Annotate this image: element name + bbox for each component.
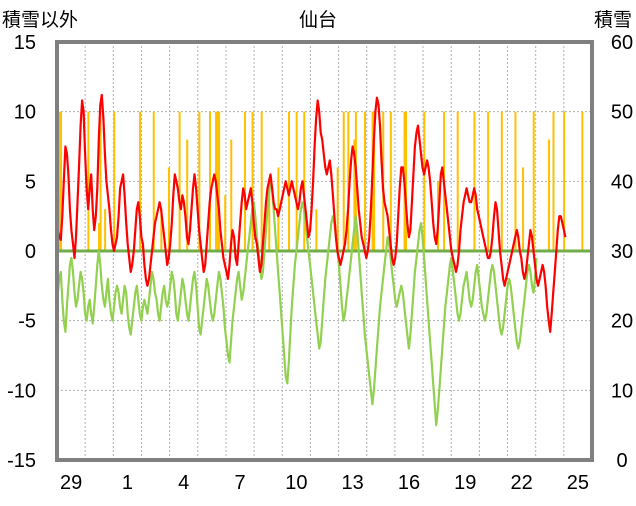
left-tick-label: -5 bbox=[18, 311, 36, 333]
right-tick-labels: 60 50 40 30 20 10 0 bbox=[611, 32, 633, 472]
precipitation-bar bbox=[160, 209, 163, 251]
precipitation-bar bbox=[87, 111, 90, 252]
left-axis-label: 積雪以外 bbox=[2, 9, 78, 31]
precipitation-bar bbox=[405, 111, 408, 252]
left-tick-label: -15 bbox=[7, 450, 36, 472]
precipitation-bar bbox=[260, 111, 263, 252]
precipitation-bar bbox=[522, 167, 525, 251]
left-tick-label: 15 bbox=[14, 32, 36, 54]
max-temp-line bbox=[56, 93, 567, 333]
left-tick-label: 5 bbox=[25, 171, 36, 193]
precipitation-bar bbox=[216, 111, 219, 252]
precipitation-bar bbox=[473, 111, 476, 252]
precipitation-bar bbox=[224, 195, 227, 251]
precipitation-bar bbox=[167, 167, 170, 251]
precipitation-bar bbox=[113, 111, 116, 252]
precipitation-bar bbox=[218, 111, 221, 252]
precipitation-bar bbox=[243, 111, 246, 252]
precipitation-bar bbox=[277, 167, 280, 251]
plot-frame bbox=[55, 40, 594, 462]
precipitation-bar bbox=[552, 111, 555, 252]
right-tick-label: 0 bbox=[616, 450, 627, 472]
precipitation-bar bbox=[60, 111, 63, 252]
chart-title: 仙台 bbox=[299, 9, 337, 31]
x-tick-label: 19 bbox=[454, 472, 476, 494]
x-tick-label: 1 bbox=[122, 472, 133, 494]
precipitation-bar bbox=[532, 111, 535, 252]
right-tick-label: 20 bbox=[611, 311, 633, 333]
precipitation-bar bbox=[373, 111, 376, 252]
precipitation-bar bbox=[547, 139, 550, 251]
precipitation-bar bbox=[364, 111, 367, 252]
right-tick-label: 40 bbox=[611, 171, 633, 193]
right-tick-label: 10 bbox=[611, 380, 633, 402]
x-tick-label: 29 bbox=[60, 472, 82, 494]
precipitation-bar bbox=[315, 209, 318, 251]
precipitation-bar bbox=[514, 111, 517, 252]
precipitation-bar bbox=[336, 167, 339, 251]
right-tick-label: 30 bbox=[611, 241, 633, 263]
right-tick-label: 50 bbox=[611, 102, 633, 124]
precipitation-bar bbox=[389, 111, 392, 252]
precipitation-bar bbox=[99, 111, 102, 252]
left-tick-label: 10 bbox=[14, 102, 36, 124]
x-tick-labels: 29 1 4 7 10 13 16 19 22 25 bbox=[60, 472, 589, 494]
x-tick-label: 13 bbox=[342, 472, 364, 494]
precipitation-bar bbox=[186, 139, 189, 251]
precipitation-bar bbox=[208, 111, 211, 252]
precipitation-bar bbox=[303, 111, 306, 252]
precipitation-bar bbox=[342, 111, 345, 252]
precipitation-bar bbox=[251, 111, 254, 252]
right-axis-label: 積雪 bbox=[594, 9, 632, 31]
precipitation-bar bbox=[268, 195, 271, 251]
left-tick-label: 0 bbox=[25, 241, 36, 263]
plot-frame-layer bbox=[55, 40, 594, 462]
left-tick-labels: 15 10 5 0 -5 -10 -15 bbox=[7, 32, 36, 472]
precipitation-bar bbox=[288, 111, 291, 252]
x-tick-label: 10 bbox=[285, 472, 307, 494]
precipitation-bar bbox=[295, 111, 298, 252]
precipitation-bar bbox=[563, 111, 566, 252]
precipitation-bar bbox=[347, 111, 350, 252]
precipitation-bar bbox=[58, 111, 61, 252]
precipitation-bar bbox=[139, 111, 142, 252]
precipitation-bar bbox=[487, 111, 490, 252]
precipitation-bar bbox=[198, 111, 201, 252]
min-temp-line bbox=[56, 180, 538, 427]
precipitation-bar bbox=[500, 111, 503, 252]
x-tick-label: 16 bbox=[398, 472, 420, 494]
precipitation-bar bbox=[178, 111, 181, 252]
precipitation-bar bbox=[152, 111, 155, 252]
right-tick-label: 60 bbox=[611, 32, 633, 54]
precipitation-bar bbox=[230, 139, 233, 251]
precipitation-bar bbox=[104, 209, 107, 251]
precipitation-bar bbox=[423, 111, 426, 252]
precipitation-bar bbox=[98, 223, 101, 251]
precipitation-bar bbox=[353, 139, 356, 251]
x-tick-label: 4 bbox=[178, 472, 189, 494]
precipitation-bar bbox=[456, 111, 459, 252]
x-tick-label: 7 bbox=[234, 472, 245, 494]
left-tick-label: -10 bbox=[7, 380, 36, 402]
x-tick-label: 22 bbox=[510, 472, 532, 494]
precipitation-bar bbox=[581, 111, 584, 252]
x-tick-label: 25 bbox=[567, 472, 589, 494]
